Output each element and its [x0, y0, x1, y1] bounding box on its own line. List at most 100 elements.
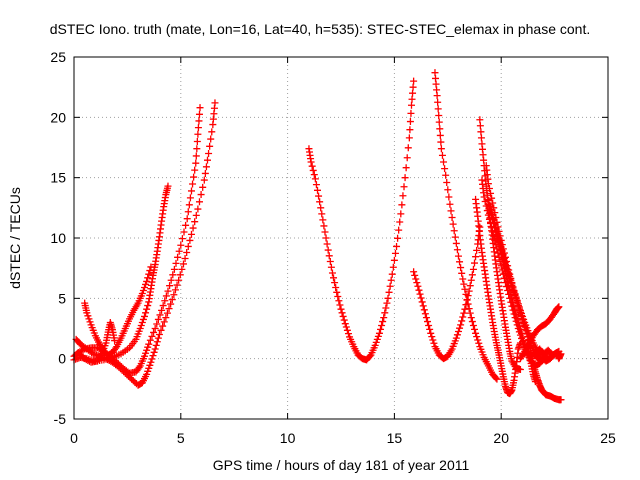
data-point — [459, 313, 467, 321]
data-point — [176, 271, 184, 279]
data-point — [487, 206, 495, 214]
data-point — [467, 314, 475, 322]
data-point — [136, 325, 144, 332]
data-point — [146, 336, 154, 344]
data-point — [366, 352, 374, 360]
data-point — [319, 216, 327, 224]
data-point — [206, 142, 214, 150]
data-point — [436, 125, 444, 133]
data-point — [391, 249, 399, 257]
data-point — [311, 175, 319, 183]
y-tick-label: -5 — [54, 411, 67, 427]
data-point — [116, 361, 124, 369]
series-7 — [410, 223, 484, 363]
data-point — [175, 276, 183, 284]
data-point — [407, 109, 415, 117]
data-point — [412, 275, 420, 283]
x-axis-label: GPS time / hours of day 181 of year 2011 — [213, 457, 470, 473]
data-point — [153, 320, 161, 328]
data-point — [404, 144, 412, 152]
data-point — [466, 282, 474, 290]
data-point — [179, 260, 187, 268]
x-tick-label: 25 — [600, 430, 616, 446]
data-point — [411, 271, 419, 279]
data-point — [387, 276, 395, 284]
data-point — [208, 128, 216, 136]
data-point — [372, 338, 380, 346]
y-tick-label: 25 — [50, 49, 66, 65]
data-point — [418, 298, 426, 306]
data-point — [371, 341, 379, 349]
chart-title: dSTEC Iono. truth (mate, Lon=16, Lat=40,… — [50, 21, 590, 37]
data-point — [152, 341, 160, 349]
data-point — [197, 191, 205, 199]
data-point — [406, 126, 414, 134]
x-tick-label: 10 — [280, 430, 296, 446]
data-point — [557, 350, 565, 358]
data-point — [505, 282, 513, 290]
data-point — [153, 338, 161, 346]
data-point — [419, 302, 427, 310]
data-point — [425, 321, 433, 329]
data-point — [466, 309, 474, 317]
data-point — [452, 334, 460, 342]
data-point — [401, 174, 409, 182]
data-point — [135, 363, 143, 371]
data-point — [510, 303, 518, 311]
data-point — [189, 224, 197, 232]
data-point — [460, 280, 468, 288]
data-point — [417, 294, 425, 302]
data-point — [430, 339, 438, 347]
data-point — [154, 334, 162, 342]
data-point — [451, 233, 459, 241]
data-point — [138, 290, 146, 298]
data-point — [165, 305, 173, 313]
data-point — [557, 396, 565, 404]
data-point — [327, 263, 335, 271]
data-point — [474, 336, 482, 344]
data-point — [336, 301, 344, 309]
data-point — [174, 253, 182, 261]
data-point — [129, 377, 137, 385]
data-point — [164, 287, 172, 295]
data-point — [331, 279, 339, 287]
data-point — [447, 207, 455, 215]
data-point — [500, 264, 508, 272]
data-point — [333, 288, 341, 296]
data-point — [111, 337, 119, 345]
data-point — [157, 326, 165, 334]
data-point — [476, 116, 484, 124]
series-6 — [305, 77, 418, 364]
data-point — [199, 183, 207, 191]
data-point — [521, 321, 529, 329]
x-tick-label: 20 — [493, 430, 509, 446]
data-point — [397, 210, 405, 218]
data-point — [144, 274, 152, 282]
data-point — [211, 99, 219, 107]
data-point — [379, 318, 387, 326]
data-point — [496, 246, 504, 254]
data-point — [150, 328, 158, 336]
data-point — [453, 246, 461, 254]
data-point — [145, 340, 153, 348]
data-point — [389, 263, 397, 271]
data-point — [170, 291, 178, 299]
data-point — [485, 201, 493, 209]
data-point — [477, 128, 485, 136]
data-point — [164, 182, 172, 190]
data-point — [180, 228, 188, 236]
data-point — [509, 285, 517, 293]
data-point — [400, 183, 408, 191]
data-point — [464, 300, 472, 308]
data-point — [458, 317, 466, 325]
data-point — [323, 240, 331, 248]
data-point — [512, 311, 520, 319]
y-tick-labels: -5 0 5 10 15 20 25 — [50, 49, 66, 427]
data-point — [172, 259, 180, 267]
data-point — [481, 197, 489, 205]
data-point — [168, 296, 176, 304]
data-point — [191, 166, 199, 174]
data-point — [85, 315, 93, 323]
data-point — [205, 150, 213, 158]
